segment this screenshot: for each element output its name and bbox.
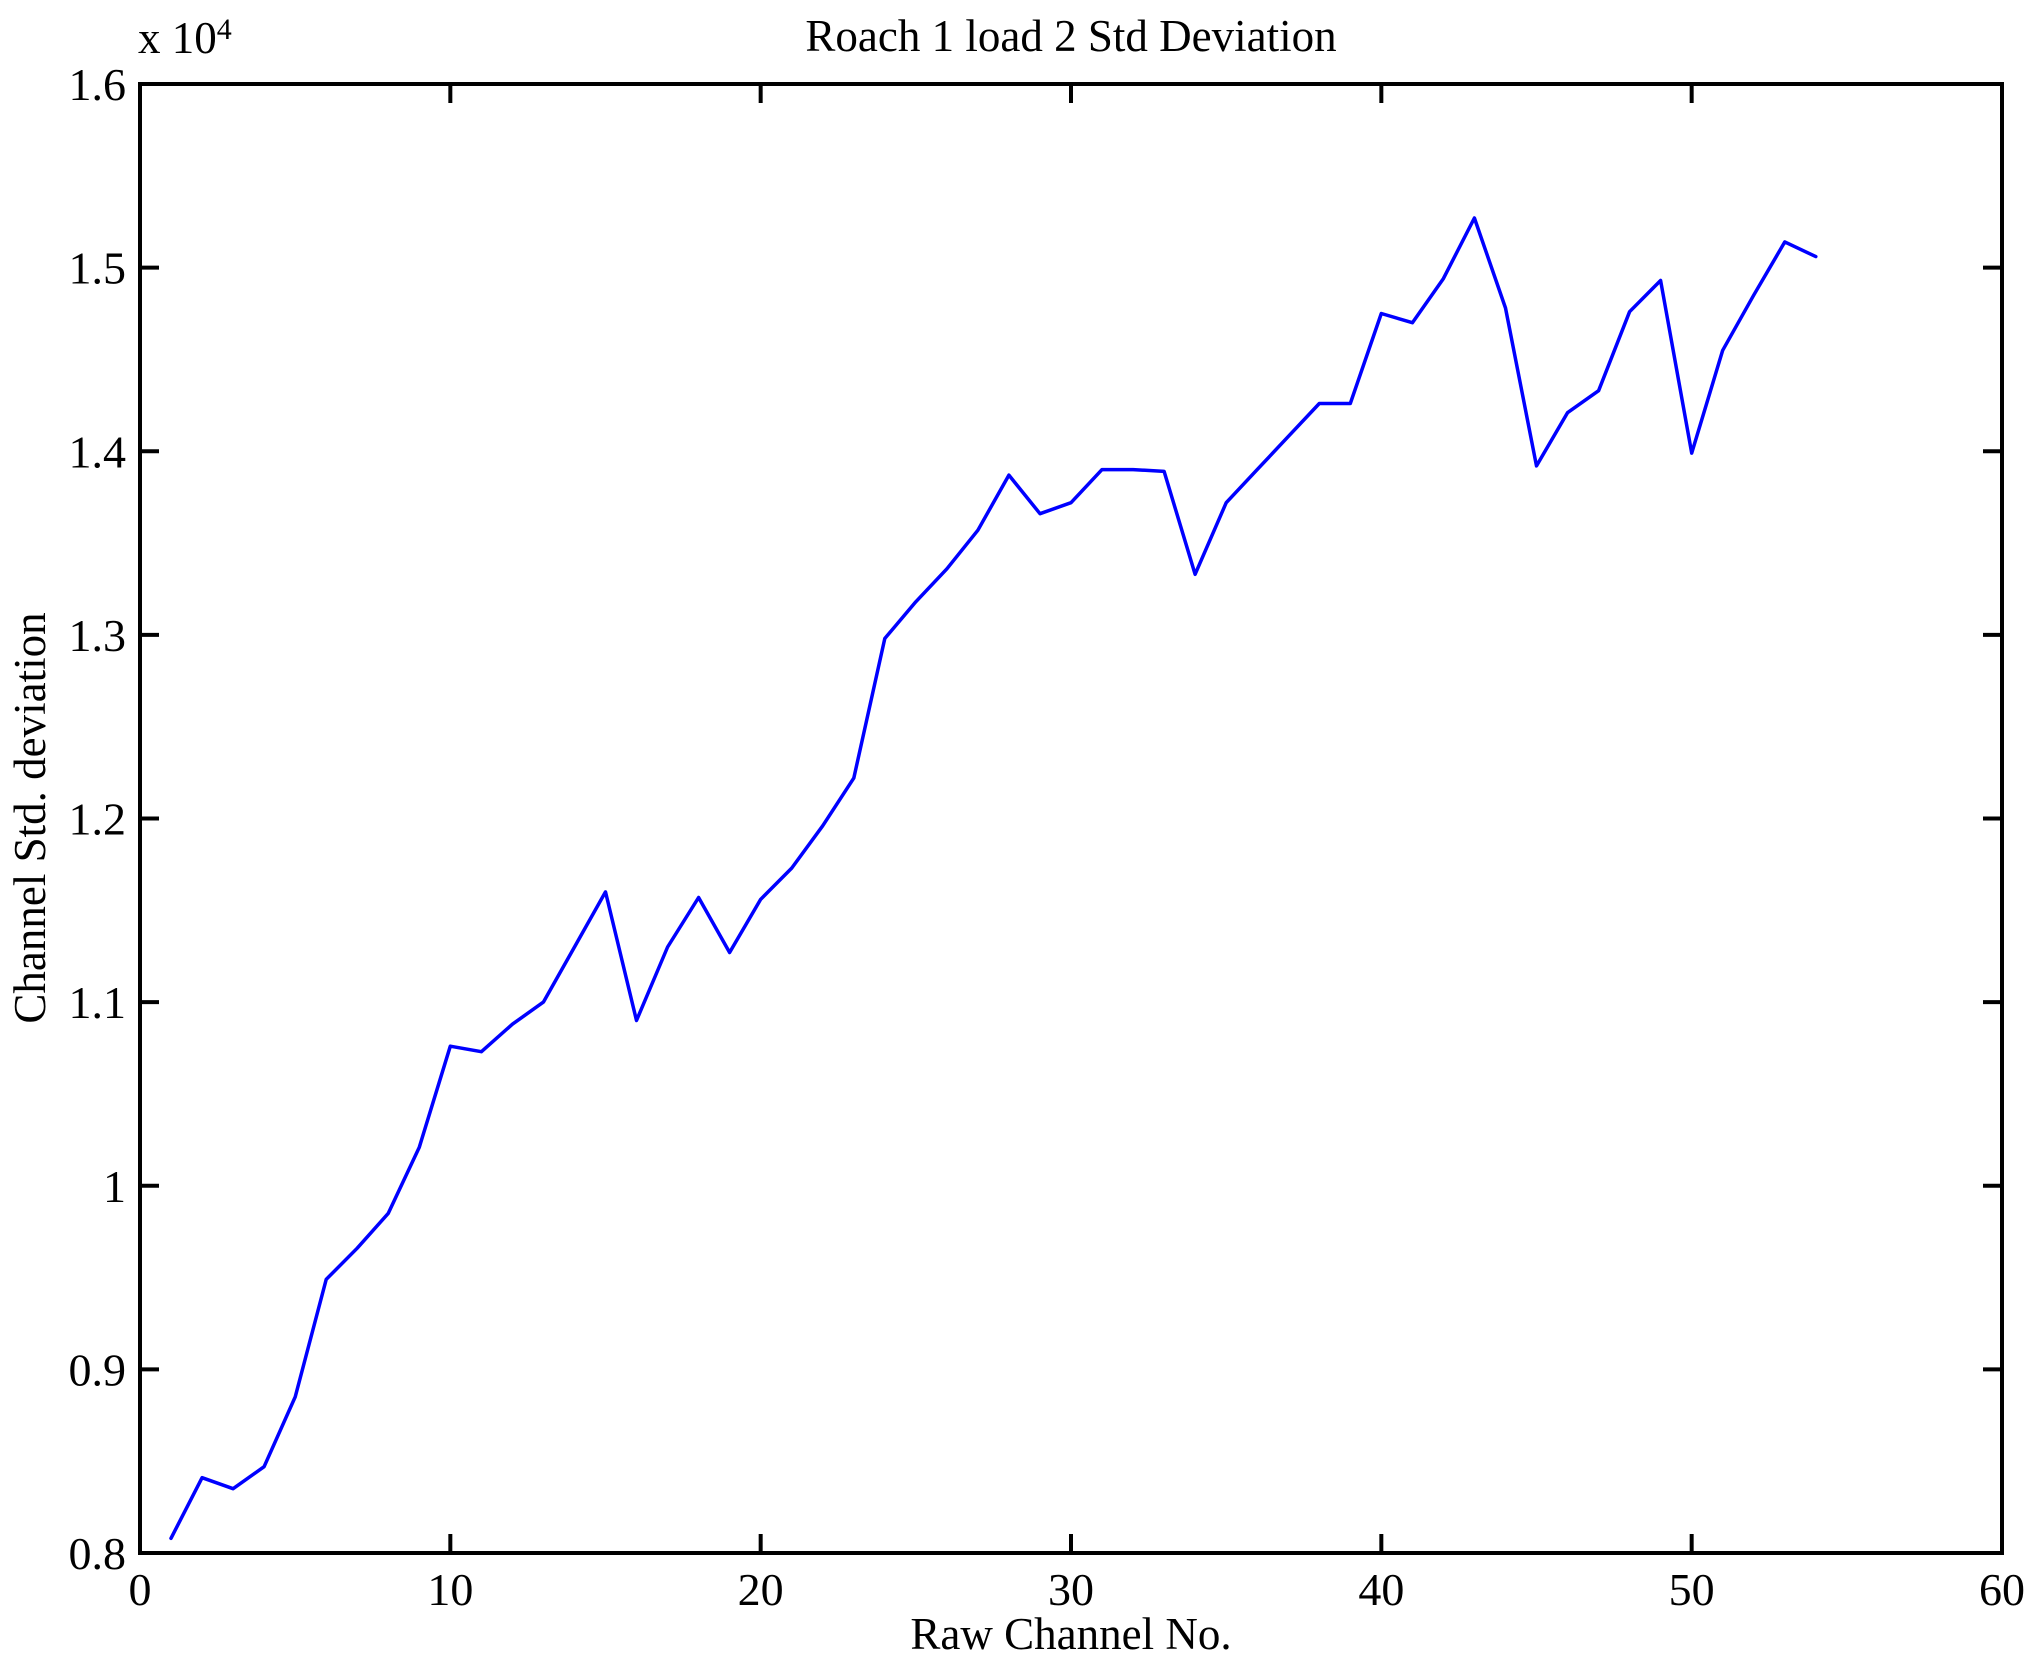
x-tick-label: 0 bbox=[129, 1564, 152, 1615]
y-tick-label: 1.5 bbox=[69, 243, 127, 294]
x-tick-label: 10 bbox=[427, 1564, 473, 1615]
y-axis-scale-exponent: 4 bbox=[216, 13, 232, 46]
y-tick-label: 1.3 bbox=[69, 610, 127, 661]
chart-title: Roach 1 load 2 Std Deviation bbox=[805, 11, 1337, 61]
y-tick-label: 1 bbox=[103, 1161, 126, 1212]
x-tick-label: 20 bbox=[738, 1564, 784, 1615]
y-axis-scale-label: x 104 bbox=[138, 12, 232, 64]
x-tick-label: 40 bbox=[1358, 1564, 1404, 1615]
y-tick-label: 1.4 bbox=[69, 426, 127, 477]
data-line bbox=[169, 216, 1818, 1541]
x-axis-label: Raw Channel No. bbox=[910, 1609, 1232, 1659]
x-tick-label: 30 bbox=[1048, 1564, 1094, 1615]
y-tick-label: 1.2 bbox=[69, 794, 127, 845]
y-tick-label: 0.9 bbox=[69, 1344, 127, 1395]
y-tick-label: 1.1 bbox=[69, 977, 127, 1028]
y-tick-label: 1.6 bbox=[69, 59, 127, 110]
y-axis-label: Channel Std. deviation bbox=[5, 612, 55, 1024]
x-tick-label: 60 bbox=[1979, 1564, 2025, 1615]
x-tick-label: 50 bbox=[1669, 1564, 1715, 1615]
y-tick-label: 0.8 bbox=[69, 1528, 127, 1579]
axis-box bbox=[138, 82, 2004, 1555]
y-axis-scale-mantissa: x 10 bbox=[138, 13, 217, 63]
